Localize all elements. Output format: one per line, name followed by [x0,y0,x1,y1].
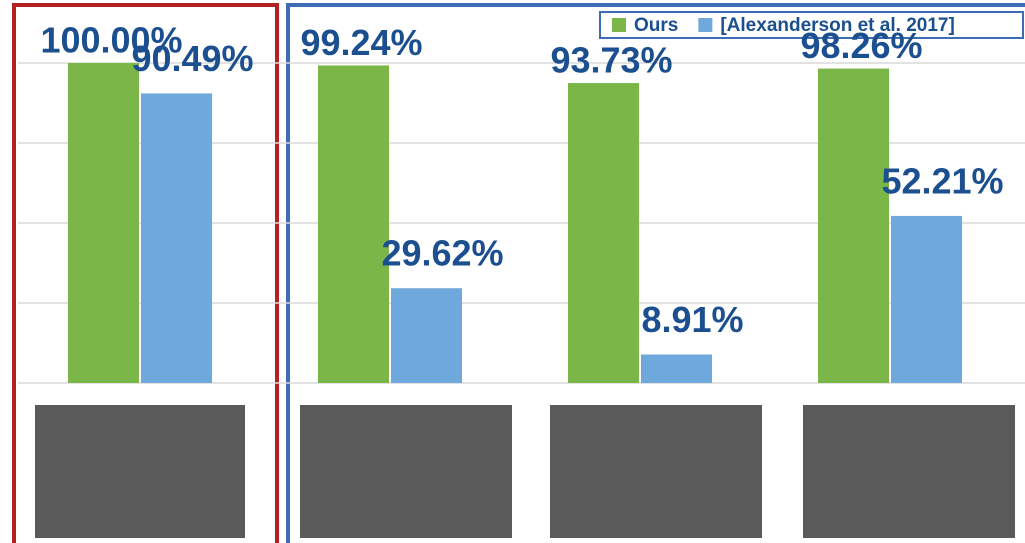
legend-swatch [698,18,713,32]
bar [68,63,139,383]
bar [818,68,889,384]
bars [68,63,962,384]
value-label: 99.24% [300,22,422,63]
bar [641,354,712,383]
bar [318,65,389,383]
legend-label: [Alexanderson et al. 2017] [720,15,954,36]
hand-image [300,405,512,538]
legend: Ours [Alexanderson et al. 2017] [612,15,955,36]
value-label: 98.26% [800,25,922,66]
value-label: 29.62% [381,233,503,274]
value-label: 52.21% [881,160,1003,201]
value-label: 93.73% [550,40,672,81]
bar [391,288,462,383]
value-label: 90.49% [131,38,253,79]
legend-box [599,11,1024,39]
value-label: 100.00% [40,20,182,61]
legend-swatch [612,18,626,32]
highlight-box [12,3,279,543]
hand-image [550,405,762,538]
hand-image [803,405,1015,538]
bar [141,93,212,383]
bar [568,83,639,384]
hand-image [35,405,245,538]
group-box [286,3,1025,543]
value-label: 8.91% [641,299,743,340]
legend-label: Ours [634,15,678,36]
bar [891,215,962,383]
